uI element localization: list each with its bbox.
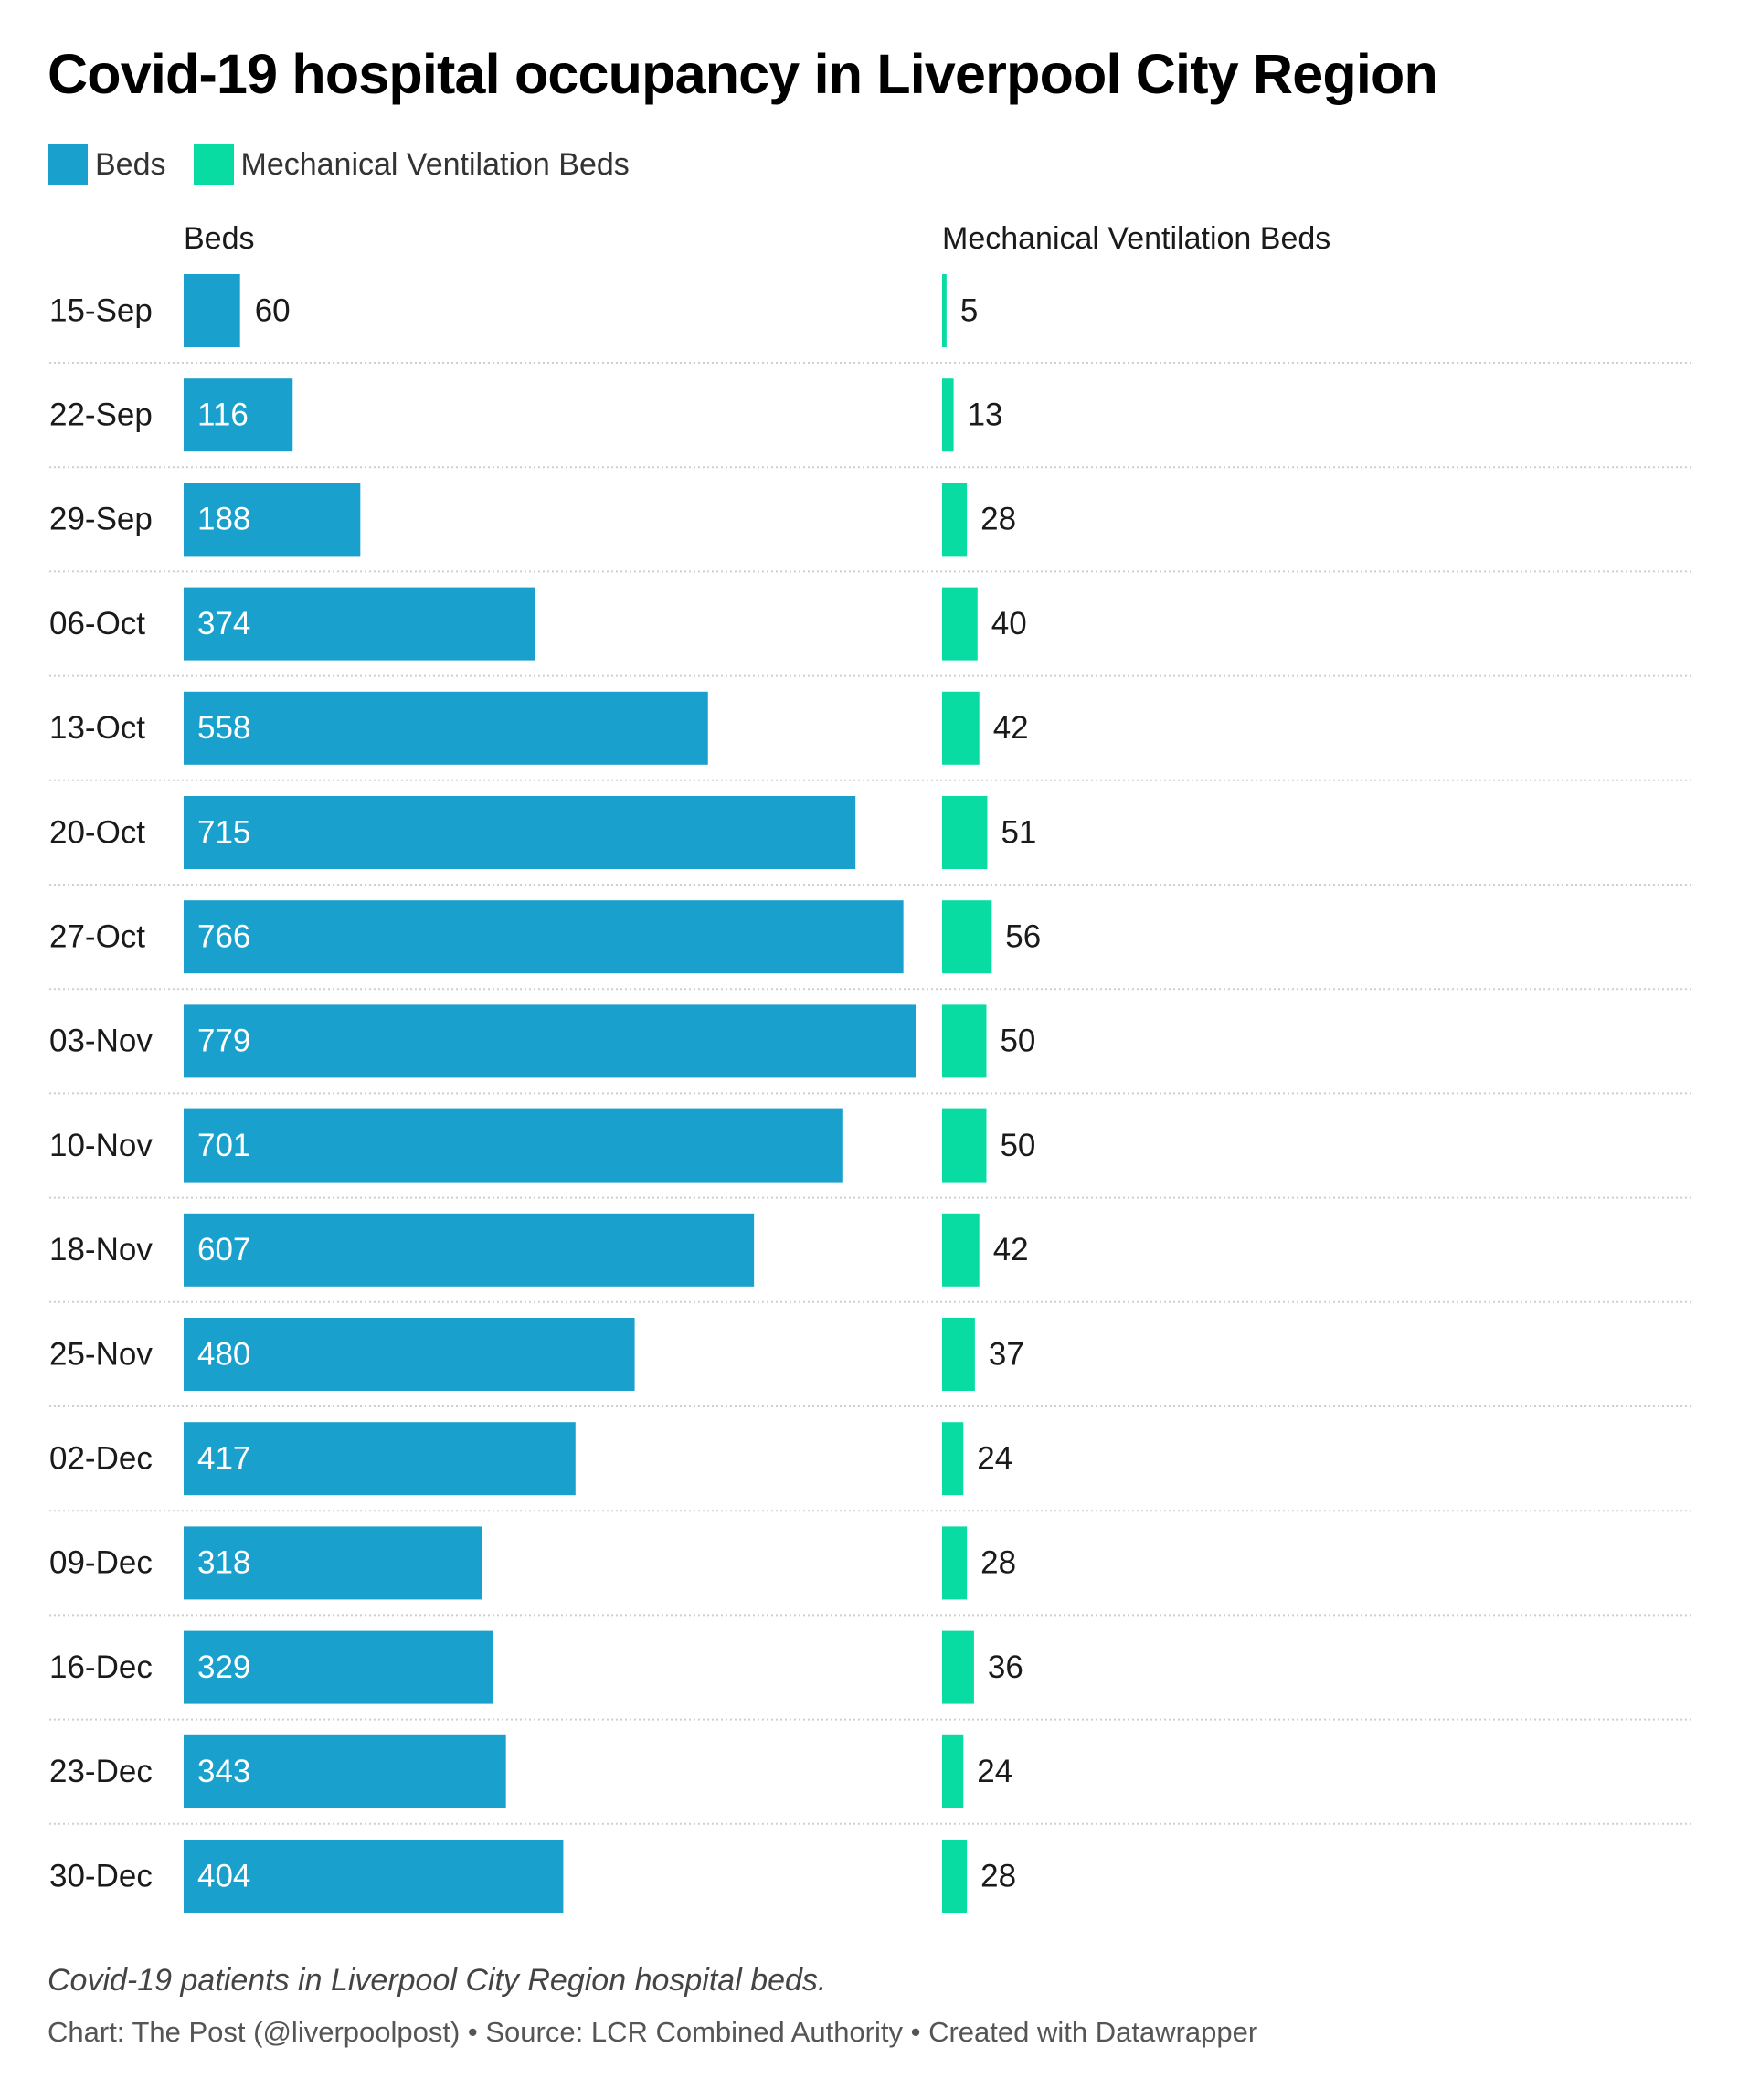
ventilation-bar <box>942 1004 987 1078</box>
legend-item-beds: Beds <box>48 144 166 185</box>
beds-value-label: 116 <box>197 397 249 432</box>
beds-value-label: 343 <box>197 1754 250 1789</box>
beds-value-label: 374 <box>197 606 250 642</box>
category-label: 09-Dec <box>49 1545 153 1581</box>
category-label: 23-Dec <box>49 1754 153 1789</box>
ventilation-bar <box>942 1213 980 1287</box>
column-header-ventilation: Mechanical Ventilation Beds <box>942 221 1330 256</box>
ventilation-value-label: 24 <box>977 1754 1012 1789</box>
ventilation-bar <box>942 1422 964 1496</box>
category-label: 15-Sep <box>49 292 153 328</box>
beds-bar <box>184 1108 843 1183</box>
ventilation-bar <box>942 691 980 765</box>
beds-bar <box>184 1004 916 1078</box>
beds-value-label: 417 <box>197 1440 250 1476</box>
ventilation-bar <box>942 1734 964 1808</box>
category-label: 25-Nov <box>49 1336 153 1372</box>
ventilation-value-label: 37 <box>989 1336 1024 1372</box>
ventilation-bar <box>942 1108 987 1183</box>
beds-value-label: 558 <box>197 710 250 746</box>
ventilation-bar <box>942 1526 968 1600</box>
ventilation-value-label: 56 <box>1005 918 1041 954</box>
ventilation-value-label: 5 <box>960 292 978 328</box>
legend-label-ventilation: Mechanical Ventilation Beds <box>240 146 630 182</box>
beds-bar <box>184 1630 493 1704</box>
category-label: 27-Oct <box>49 918 145 954</box>
beds-bar <box>184 1840 564 1913</box>
category-label: 18-Nov <box>49 1232 153 1267</box>
category-label: 13-Oct <box>49 710 145 746</box>
beds-bar <box>184 483 361 557</box>
ventilation-bar <box>942 1840 968 1913</box>
beds-bar <box>184 1734 506 1808</box>
beds-value-label: 60 <box>255 292 291 328</box>
ventilation-bar <box>942 900 992 974</box>
ventilation-value-label: 28 <box>980 1545 1016 1581</box>
ventilation-bar <box>942 796 988 869</box>
ventilation-bar <box>942 1630 974 1704</box>
beds-bar <box>184 796 856 869</box>
beds-bar <box>184 1422 576 1496</box>
category-label: 10-Nov <box>49 1128 153 1163</box>
category-label: 30-Dec <box>49 1858 153 1893</box>
ventilation-value-label: 42 <box>993 710 1029 746</box>
beds-bar <box>184 900 904 974</box>
chart-description: Covid-19 patients in Liverpool City Regi… <box>48 1963 827 1998</box>
category-label: 06-Oct <box>49 606 145 642</box>
ventilation-value-label: 42 <box>993 1232 1029 1267</box>
ventilation-value-label: 13 <box>968 397 1003 432</box>
category-label: 20-Oct <box>49 814 145 850</box>
ventilation-value-label: 50 <box>1000 1128 1035 1163</box>
beds-value-label: 404 <box>197 1858 250 1893</box>
beds-bar <box>184 1213 755 1287</box>
ventilation-value-label: 24 <box>977 1440 1012 1476</box>
legend-label-beds: Beds <box>95 146 166 182</box>
legend-swatch-ventilation <box>193 144 234 185</box>
legend-item-ventilation: Mechanical Ventilation Beds <box>193 144 630 185</box>
ventilation-value-label: 28 <box>980 1858 1016 1893</box>
beds-value-label: 701 <box>197 1128 250 1163</box>
beds-bar <box>184 1318 635 1391</box>
beds-value-label: 715 <box>197 814 250 850</box>
beds-value-label: 766 <box>197 918 250 954</box>
ventilation-bar <box>942 587 978 661</box>
ventilation-bar <box>942 274 947 347</box>
chart-credits: Chart: The Post (@liverpoolpost) • Sourc… <box>48 2016 1258 2048</box>
legend-swatch-beds <box>48 144 88 185</box>
ventilation-value-label: 51 <box>1001 814 1036 850</box>
chart-title: Covid-19 hospital occupancy in Liverpool… <box>48 43 1438 105</box>
category-label: 03-Nov <box>49 1023 153 1059</box>
ventilation-value-label: 50 <box>1000 1023 1035 1059</box>
category-label: 02-Dec <box>49 1440 153 1476</box>
ventilation-bar <box>942 483 968 557</box>
ventilation-bar <box>942 1318 975 1391</box>
column-header-beds: Beds <box>184 221 255 256</box>
legend: Beds Mechanical Ventilation Beds <box>48 142 657 187</box>
ventilation-value-label: 36 <box>988 1649 1023 1685</box>
beds-bar <box>184 378 293 452</box>
ventilation-bar <box>942 378 954 452</box>
beds-value-label: 188 <box>197 502 250 537</box>
category-label: 22-Sep <box>49 397 153 432</box>
category-label: 29-Sep <box>49 502 153 537</box>
beds-value-label: 779 <box>197 1023 250 1059</box>
beds-bar <box>184 691 708 765</box>
beds-value-label: 329 <box>197 1649 250 1685</box>
beds-bar <box>184 274 240 347</box>
category-label: 16-Dec <box>49 1649 153 1685</box>
ventilation-value-label: 40 <box>991 606 1027 642</box>
beds-value-label: 480 <box>197 1336 250 1372</box>
beds-value-label: 607 <box>197 1232 250 1267</box>
ventilation-value-label: 28 <box>980 502 1016 537</box>
beds-bar <box>184 1526 482 1600</box>
beds-bar <box>184 587 535 661</box>
beds-value-label: 318 <box>197 1545 250 1581</box>
